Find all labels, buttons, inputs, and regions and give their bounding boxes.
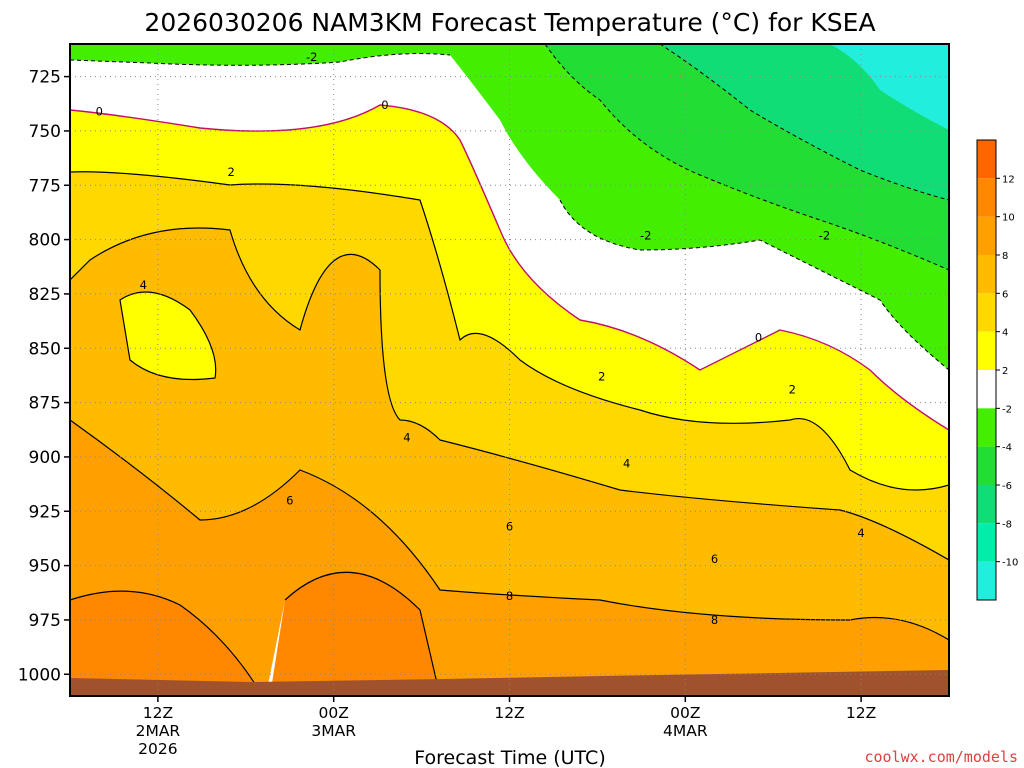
colorbar-bin-10	[977, 523, 996, 562]
contour-label-0: -2	[306, 50, 317, 64]
region-very-cold	[830, 44, 949, 130]
y-tick-label-850: 850	[29, 339, 61, 359]
region-0-2	[70, 105, 949, 490]
region-2-4-patch	[120, 292, 216, 380]
colorbar-label-0: 12	[1002, 174, 1015, 185]
x-tick-label-1-0: 00Z	[319, 704, 349, 722]
region-minus2-0	[70, 53, 949, 430]
contour-labels: -2 0 0 2 -2 -2 0 2 2 4 4 4 4 6 6 6 8 8	[96, 50, 865, 627]
y-tick-label-750: 750	[29, 122, 61, 142]
x-tick-label-0-2: 2026	[138, 740, 177, 758]
colorbar-bin-2	[977, 216, 996, 255]
y-tick-label-875: 875	[29, 394, 61, 414]
contour-label-1: 0	[96, 104, 103, 118]
colorbar-label-8: -6	[1002, 481, 1012, 492]
region-6-8	[70, 420, 949, 696]
contour-2	[70, 171, 949, 491]
y-tick-label-1000: 1000	[18, 665, 61, 685]
contour-6	[70, 419, 949, 641]
y-tick-label-950: 950	[29, 557, 61, 577]
y-tick-label-725: 725	[29, 68, 61, 88]
colorbar-label-7: -4	[1002, 443, 1012, 454]
y-tick-label-775: 775	[29, 176, 61, 196]
colorbar-bin-7	[977, 408, 996, 447]
colorbar-label-3: 6	[1002, 289, 1008, 300]
y-tick-label-900: 900	[29, 448, 61, 468]
source-credit: coolwx.com/models	[864, 748, 1018, 766]
contour-label-17: 8	[711, 613, 718, 627]
contour-minus6	[659, 44, 949, 201]
chart-title: 2026030206 NAM3KM Forecast Temperature (…	[144, 8, 875, 37]
colorbar-bin-11	[977, 561, 996, 600]
x-tick-label-1-1: 3MAR	[311, 722, 356, 740]
colorbar-bin-8	[977, 446, 996, 485]
colorbar-bin-0	[977, 140, 996, 179]
contour-label-4: -2	[640, 228, 651, 242]
region-2-4	[70, 171, 949, 560]
contour-label-13: 6	[286, 493, 293, 507]
grid-lines	[70, 44, 949, 696]
colorbar-bin-9	[977, 485, 996, 524]
colorbar: 12 10 8 6 4 2 -2 -4 -6 -8 -10	[976, 139, 1018, 601]
contour-label-6: 0	[755, 330, 762, 344]
region-4-6	[70, 228, 949, 640]
colorbar-label-1: 10	[1002, 213, 1015, 224]
colorbar-bin-3	[977, 255, 996, 294]
colorbar-bin-5	[977, 331, 996, 370]
contour-label-16: 8	[506, 589, 513, 603]
contour-label-11: 4	[623, 456, 630, 470]
contour-4-patch	[119, 291, 217, 381]
x-tick-label-3-0: 00Z	[670, 704, 700, 722]
y-axis: 725 750 775 800 825 850 875 900 925 950 975 1000	[18, 68, 70, 685]
colorbar-bin-1	[977, 178, 996, 217]
y-tick-label-975: 975	[29, 611, 61, 631]
contour-label-5: -2	[819, 228, 830, 242]
colorbar-label-2: 8	[1002, 251, 1008, 262]
colorbar-label-6: -2	[1002, 404, 1012, 415]
contour-label-3: 2	[227, 165, 234, 179]
contour-minus4	[544, 44, 949, 271]
contour-label-2: 0	[381, 98, 388, 112]
x-axis-label: Forecast Time (UTC)	[414, 747, 605, 768]
colorbar-bin-4	[977, 293, 996, 332]
x-tick-label-0-0: 12Z	[143, 704, 173, 722]
contour-label-10: 4	[403, 430, 410, 444]
x-tick-label-4-0: 12Z	[846, 704, 876, 722]
contour-4	[70, 227, 949, 561]
y-tick-label-800: 800	[29, 231, 61, 251]
contour-label-15: 6	[711, 552, 718, 566]
contour-label-9: 4	[140, 278, 147, 292]
contour-label-12: 4	[857, 526, 864, 540]
region-8-10	[70, 572, 440, 696]
y-tick-label-825: 825	[29, 285, 61, 305]
contour-label-7: 2	[598, 370, 605, 384]
colorbar-label-10: -10	[1002, 558, 1018, 569]
colorbar-bin-6	[977, 370, 996, 409]
colorbar-label-4: 4	[1002, 328, 1008, 339]
colorbar-label-9: -8	[1002, 519, 1012, 530]
x-tick-label-3-1: 4MAR	[663, 722, 708, 740]
colorbar-label-5: 2	[1002, 366, 1008, 377]
contour-label-8: 2	[789, 383, 796, 397]
contour-8	[70, 571, 441, 696]
contour-label-14: 6	[506, 519, 513, 533]
x-tick-label-2-0: 12Z	[494, 704, 524, 722]
ground	[70, 670, 949, 696]
y-tick-label-925: 925	[29, 502, 61, 522]
x-tick-label-0-1: 2MAR	[136, 722, 181, 740]
